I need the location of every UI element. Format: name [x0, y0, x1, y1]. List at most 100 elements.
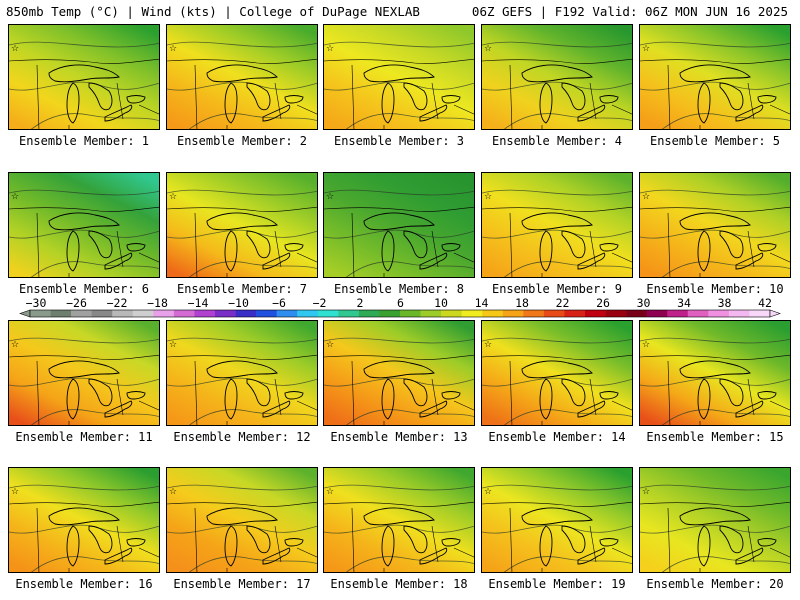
ensemble-member-label: Ensemble Member: 4	[491, 134, 623, 148]
colorbar-swatch	[50, 310, 72, 317]
great-lakes-outline	[521, 212, 593, 231]
wind-barb-icon: ☆	[11, 487, 19, 497]
great-lakes-outline	[88, 378, 113, 407]
colorbar-swatch	[400, 310, 421, 317]
great-lakes-outline	[419, 104, 448, 122]
ensemble-member-map: ☆	[323, 24, 475, 130]
great-lakes-outline	[719, 525, 744, 554]
great-lakes-outline	[735, 252, 764, 270]
great-lakes-outline	[104, 547, 133, 565]
ensemble-member-label: Ensemble Member: 7	[176, 282, 308, 296]
colorbar-swatch	[71, 310, 92, 317]
colorbar-tick-label: −30	[25, 296, 47, 310]
ensemble-member-map: ☆	[639, 467, 791, 573]
wind-barb-icon: ☆	[11, 44, 19, 54]
colorbar-tick-label: 30	[636, 296, 651, 310]
ensemble-member-map: ☆	[639, 172, 791, 278]
colorbar-swatch	[605, 310, 627, 317]
great-lakes-outline	[246, 525, 271, 554]
ensemble-member-label: Ensemble Member: 13	[330, 430, 468, 444]
colorbar-swatch	[276, 310, 298, 317]
great-lakes-outline	[403, 525, 428, 554]
great-lakes-outline	[679, 360, 751, 379]
wind-barb-icon: ☆	[484, 487, 492, 497]
ensemble-member-map: ☆	[166, 320, 318, 426]
great-lakes-outline	[403, 230, 428, 259]
colorbar-tick-label: 2	[356, 296, 364, 310]
ensemble-member-map: ☆	[481, 320, 633, 426]
great-lakes-outline	[735, 400, 764, 418]
great-lakes-outline	[66, 525, 80, 567]
great-lakes-outline	[599, 538, 619, 547]
great-lakes-outline	[126, 538, 146, 547]
ensemble-member-map: ☆	[8, 24, 160, 130]
great-lakes-outline	[381, 82, 395, 124]
colorbar-swatch	[317, 310, 339, 317]
temperature-field-map: ☆	[167, 25, 317, 129]
great-lakes-outline	[679, 507, 751, 526]
colorbar-swatch	[358, 310, 380, 317]
colorbar-swatch	[132, 310, 154, 317]
colorbar-swatch	[256, 310, 277, 317]
colorbar-swatch	[749, 310, 771, 317]
wind-barb-icon: ☆	[11, 192, 19, 202]
great-lakes-outline	[262, 547, 291, 565]
great-lakes-outline	[441, 538, 461, 547]
temperature-field-map: ☆	[640, 321, 790, 425]
great-lakes-outline	[697, 230, 711, 272]
colorbar-swatch	[687, 310, 709, 317]
temperature-field-map: ☆	[324, 321, 474, 425]
ensemble-member-label: Ensemble Member: 20	[646, 577, 784, 591]
great-lakes-outline	[441, 243, 461, 252]
great-lakes-outline	[757, 243, 777, 252]
great-lakes-outline	[66, 378, 80, 420]
ensemble-member-label: Ensemble Member: 16	[15, 577, 153, 591]
great-lakes-outline	[66, 230, 80, 272]
ensemble-member-map: ☆	[481, 24, 633, 130]
ensemble-member-label: Ensemble Member: 8	[333, 282, 465, 296]
temperature-field-map: ☆	[167, 321, 317, 425]
great-lakes-outline	[539, 82, 553, 124]
great-lakes-outline	[599, 95, 619, 104]
colorbar-swatch	[708, 310, 730, 317]
great-lakes-outline	[679, 64, 751, 83]
ensemble-member-map: ☆	[323, 172, 475, 278]
wind-barb-icon: ☆	[642, 487, 650, 497]
great-lakes-outline	[561, 230, 586, 259]
great-lakes-outline	[719, 230, 744, 259]
great-lakes-outline	[719, 378, 744, 407]
colorbar-swatch	[441, 310, 462, 317]
ensemble-member-label: Ensemble Member: 12	[173, 430, 311, 444]
great-lakes-outline	[104, 400, 133, 418]
ensemble-member-map: ☆	[323, 467, 475, 573]
colorbar-swatch	[173, 310, 195, 317]
colorbar-tick-label: −6	[272, 296, 286, 310]
colorbar-tick-label: −18	[147, 296, 168, 310]
ensemble-member-map: ☆	[481, 467, 633, 573]
ensemble-member-map: ☆	[166, 24, 318, 130]
colorbar-swatch	[379, 310, 401, 317]
wind-barb-icon: ☆	[484, 340, 492, 350]
great-lakes-outline	[206, 507, 278, 526]
temperature-field-map: ☆	[9, 468, 159, 572]
great-lakes-outline	[262, 400, 291, 418]
great-lakes-outline	[48, 64, 120, 83]
wind-barb-icon: ☆	[484, 44, 492, 54]
ensemble-member-label: Ensemble Member: 19	[488, 577, 626, 591]
great-lakes-outline	[735, 547, 764, 565]
colorbar-left-arrow	[19, 309, 31, 318]
great-lakes-outline	[539, 230, 553, 272]
colorbar-swatch	[543, 310, 565, 317]
colorbar-tick-label: −26	[66, 296, 87, 310]
ensemble-member-map: ☆	[639, 320, 791, 426]
great-lakes-outline	[126, 391, 146, 400]
ensemble-member-map: ☆	[323, 320, 475, 426]
temperature-field-map: ☆	[640, 468, 790, 572]
chart-title: 850mb Temp (°C) | Wind (kts) | College o…	[6, 4, 420, 19]
colorbar-swatch	[215, 310, 236, 317]
colorbar-swatch	[667, 310, 689, 317]
great-lakes-outline	[539, 525, 553, 567]
great-lakes-outline	[381, 378, 395, 420]
great-lakes-outline	[206, 212, 278, 231]
great-lakes-outline	[521, 360, 593, 379]
